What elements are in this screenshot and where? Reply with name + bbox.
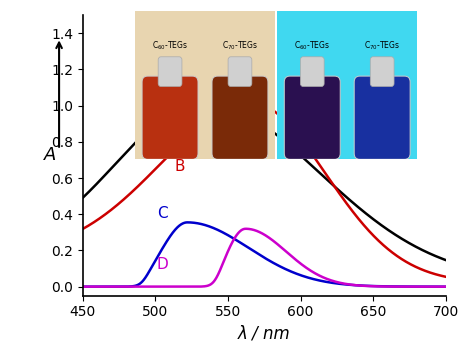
Text: A: A: [163, 115, 173, 130]
Text: C: C: [157, 206, 167, 221]
Text: B: B: [174, 159, 185, 174]
FancyBboxPatch shape: [158, 57, 182, 87]
Text: C$_{70}$-TEGs: C$_{70}$-TEGs: [222, 40, 258, 52]
FancyBboxPatch shape: [284, 76, 340, 159]
FancyBboxPatch shape: [212, 76, 268, 159]
Text: C$_{60}$-TEGs: C$_{60}$-TEGs: [294, 40, 330, 52]
Text: D: D: [157, 257, 169, 272]
Text: A: A: [44, 146, 56, 164]
Text: C$_{70}$-TEGs: C$_{70}$-TEGs: [364, 40, 400, 52]
FancyBboxPatch shape: [301, 57, 324, 87]
Text: C$_{60}$-TEGs: C$_{60}$-TEGs: [152, 40, 188, 52]
FancyBboxPatch shape: [142, 76, 198, 159]
X-axis label: λ / nm: λ / nm: [238, 325, 291, 343]
FancyBboxPatch shape: [354, 76, 410, 159]
FancyBboxPatch shape: [370, 57, 394, 87]
FancyBboxPatch shape: [228, 57, 252, 87]
